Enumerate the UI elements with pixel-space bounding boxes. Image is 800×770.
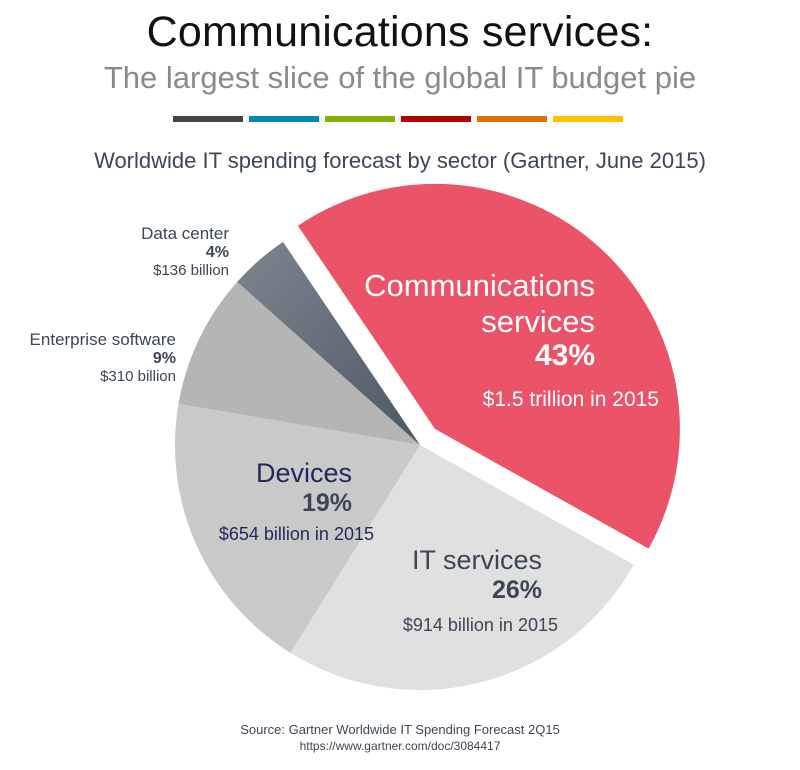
color-bar-5 bbox=[553, 116, 623, 122]
label-name: Data center bbox=[141, 224, 229, 243]
chart-title: Worldwide IT spending forecast by sector… bbox=[94, 148, 706, 173]
label-name: Communications bbox=[364, 268, 595, 303]
label-amount: $1.5 trillion in 2015 bbox=[482, 387, 659, 411]
pie-slice-it-services bbox=[290, 445, 634, 690]
label-communications-services: Communications services 43% $1.5 trillio… bbox=[330, 268, 659, 412]
main-title: Communications services: bbox=[146, 8, 654, 56]
color-bar-3 bbox=[401, 116, 471, 122]
label-name: IT services bbox=[411, 545, 542, 575]
color-bar-1 bbox=[249, 116, 319, 122]
label-it-services: IT services 26% $914 billion in 2015 bbox=[360, 545, 558, 635]
pie-slice-enterprise-software bbox=[178, 281, 420, 445]
label-enterprise-software: Enterprise software 9% $310 billion bbox=[0, 330, 176, 385]
pie-slice-communications-services bbox=[297, 183, 680, 549]
color-bar-0 bbox=[173, 116, 243, 122]
color-bar-2 bbox=[325, 116, 395, 122]
label-name: services bbox=[481, 303, 595, 339]
label-percent: 19% bbox=[301, 489, 352, 518]
label-data-center: Data center 4% $136 billion bbox=[60, 224, 229, 279]
color-bar-divider bbox=[173, 116, 623, 122]
pie-slice-data-center bbox=[237, 241, 420, 445]
label-percent: 43% bbox=[534, 339, 595, 373]
label-name: Devices bbox=[255, 458, 352, 488]
label-amount: $654 billion in 2015 bbox=[218, 523, 374, 544]
source-text: Source: Gartner Worldwide IT Spending Fo… bbox=[240, 722, 560, 737]
label-amount: $914 billion in 2015 bbox=[402, 614, 558, 635]
source-url[interactable]: https://www.gartner.com/doc/3084417 bbox=[299, 739, 501, 753]
pie-slice-devices bbox=[175, 403, 420, 653]
label-amount: $310 billion bbox=[100, 367, 176, 385]
color-bar-4 bbox=[477, 116, 547, 122]
label-percent: 26% bbox=[491, 576, 542, 605]
label-devices: Devices 19% $654 billion in 2015 bbox=[200, 458, 374, 544]
label-amount: $136 billion bbox=[153, 261, 229, 279]
subtitle: The largest slice of the global IT budge… bbox=[103, 60, 697, 95]
label-name: Enterprise software bbox=[29, 330, 176, 349]
label-percent: 9% bbox=[152, 349, 176, 367]
label-percent: 4% bbox=[205, 243, 229, 261]
